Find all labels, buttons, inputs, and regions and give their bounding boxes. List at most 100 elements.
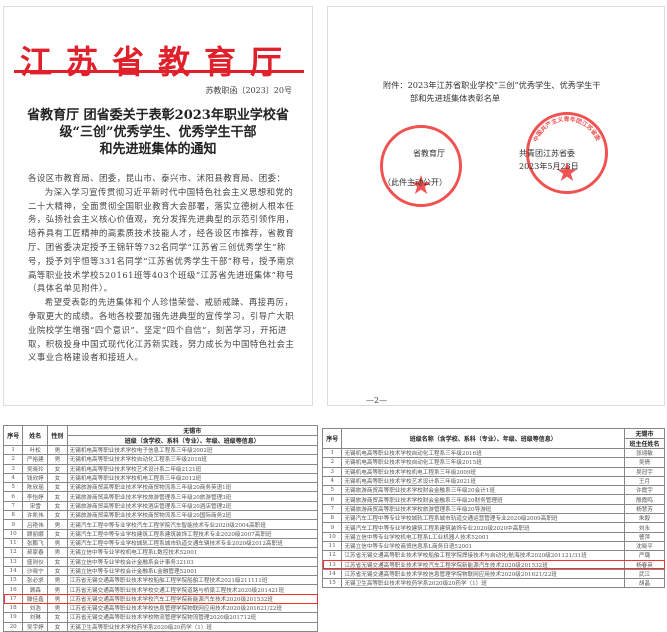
table-cell: 王月 [623,475,666,487]
seal-text: 中国共产主义青年团江苏省委员会 [523,106,602,143]
table-row: 15 无锡卫生高等职业技术学校药学系2020级20药学（1）班 胡晶 [321,578,666,589]
table-cell: 曹萍 [623,531,666,542]
table-cell: 女 [47,482,68,493]
table-cell: 男 [47,584,68,595]
table-cell: 10 [2,528,24,539]
table-row: 2 严裕建男无锡机电高等职业技术学校自动化工程系三年级2018班 [2,454,319,465]
student-table: 序号 姓名 性别 无锡市 班级（含学校、系科（专业）、年级、班级等信息） 1 叶松… [2,425,319,632]
table-cell: 女 [47,510,68,521]
seal2-text: 中国共产主义青年团江苏省委员会 [523,106,602,143]
paragraph: 为深入学习宣传贯彻习近平新时代中国特色社会主义思想和党的二十大精神，全面贯彻全国… [28,186,295,294]
table-cell: 3 [2,463,24,474]
table-cell: 无锡机电高等职业技术学校艺术设计系二年级2121班 [66,463,319,474]
table-cell: 男 [47,519,68,530]
table-cell: 男 [47,593,68,605]
table-row: 8 许凯伟女无锡旅游商贸高等职业技术学校商贸物流系三年级20国际商务2班 [2,510,319,521]
table-row: 12 郝家春男无锡立信中等专业学校机电工程系L数控技术52001 [2,547,319,558]
table-row: 7 无锡旅游商贸高等职业技术学校旅游管理系三年级20导游班 杨慧芳 [321,503,666,515]
table-cell: 无锡机电高等职业技术学校自动化工程系三年级2015班 [341,457,625,468]
table-cell: 顾森 [22,584,49,595]
table-cell: 8 [321,513,343,524]
title-line: 省教育厅 团省委关于表彰2023年职业学校省 [27,108,289,123]
table-cell: 无锡机电高等职业技术学校自动化工程系三年级2018班 [66,454,319,465]
table-cell: 沙晓宁 [22,565,49,577]
table-cell: 2 [321,457,343,468]
table-cell: 12 [321,550,343,561]
title-line: 级“三创”优秀学生、优秀学生干部 [59,125,257,140]
table-cell: 12 [2,547,24,558]
table-cell: 吴冠宇 [623,466,666,477]
table-row: 4 无锡机电高等职业技术学校艺术设计系三年级2021班 王月 [321,475,666,487]
table-cell: 无锡旅游商贸高等职业技术学校旅游管理系三年级20旅游管理3班 [66,491,319,502]
table-cell: 13 [2,556,24,567]
table-row: 10 无锡立信中等专业学校机电工程系L工业机器人技术52001 曹萍 [321,531,666,542]
column-header: 班级（含学校、系科（专业）、年级、班级等信息） [66,435,319,446]
class-table: 序号 班级名称（含学校、系科（专业）、年级、班级等信息） 无锡市 班主任姓名 1… [321,428,666,589]
table-cell: 7 [2,500,24,512]
table-cell: 5 [2,482,24,493]
table-cell: 男 [47,603,68,614]
table-cell: 杨慧芳 [623,503,666,515]
table-cell: 无锡旅游商贸高等职业技术学校旅游管理系三年级20导游班 [341,503,625,515]
attachment-title: 附件：2023年江苏省职业学校“三创”优秀学生、优秀学生干 部和先进班集体表彰名… [383,79,633,105]
table-cell: 男 [47,444,68,456]
paragraph: 希望受表彰的先进集体和个人珍惜荣誉、戒骄戒躁、再接再厉，争取更大的成绩。各地各校… [28,297,295,363]
disclosure-note: （此件主动公开） [383,178,447,187]
table-cell: 陈欣瑶 [22,482,49,493]
table-cell: 许凯伟 [22,510,49,521]
table-cell: 严璐 [623,550,666,561]
table-cell: 杨春英 [623,559,666,570]
table-row: 3 吴晓玲女无锡机电高等职业技术学校艺术设计系二年级2121班 [2,463,319,474]
table-cell: 4 [321,475,343,487]
table-cell: 女 [47,565,68,577]
table-row: 13 盛则仪女无锡立信中等专业学校会计金融系会计事务32103 [2,556,319,567]
table-row: 4 钱欣婷女无锡机电高等职业技术学校机电工程系三年级2012班 [2,472,319,484]
table-cell: 江苏省无锡交通高等职业技术学校信息管理学院物联网应用技术2020级201621/… [66,603,319,614]
table-cell: 14 [321,568,343,580]
table-cell: 11 [2,537,24,549]
issuer-header: 江苏省教育厅 [19,43,296,81]
table-cell: 无锡卫生高等职业技术学校药学系2020级20药学（1）班 [66,621,319,632]
table-cell: 无锡旅游商贸高等职业技术学校商贸物流系三年级20商务英语1班 [66,482,319,493]
region-header: 无锡市 [66,425,319,436]
table-row: 9 无锡汽车工程中等专业学校建筑工程系建筑装饰专业2020级2020中高职班 刘永 [321,522,666,533]
table-row: 5 陈欣瑶女无锡旅游商贸高等职业技术学校商贸物流系三年级20商务英语1班 [2,482,319,493]
table-row: 11 张鹏飞男无锡汽车工程中等专业学校城轨工程系城市轨道交通车辆技术专业2020级… [2,537,319,549]
table-cell: 9 [321,522,343,533]
table-cell: 无锡机电高等职业技术学校艺术设计系三年级2021班 [341,475,625,487]
table-cell: 3 [321,466,343,477]
table-cell: 张必求 [22,575,49,586]
table-row: 2 无锡机电高等职业技术学校自动化工程系三年级2015班 吴倩 [321,457,666,468]
signer-education-dept: 省教育厅 [413,149,445,158]
table-cell: 无锡立信中等专业学校会计金融系会计事务32103 [66,556,319,567]
notice-body: 各设区市教育局、团委，昆山市、泰兴市、沭阳县教育局、团委： 为深入学习宣传贯彻习… [28,172,300,365]
table-row: 6 无锡旅游商贸高等职业技术学校财会金融系三年级20财务管理班 殷霞鸣 [321,494,666,505]
table-cell: 江苏省无锡交通高等职业技术学校信息管理学院物联网应用技术2020级201621/… [341,568,625,580]
table-cell: 无锡立信中等专业学校机电工程系L工业机器人技术52001 [341,531,625,542]
table-cell: 无锡旅游商贸高等职业技术学校财会金融系三年级20会计1班 [341,485,625,496]
column-header: 班级名称（含学校、系科（专业）、年级、班级等信息） [341,428,625,449]
title-line: 和先进班集体的通知 [99,142,217,157]
table-row: 15 张必求男江苏省无锡交通高等职业技术学校船舶工程学院船舶工程技术2021级21… [2,575,319,586]
table-cell: 胡晶 [623,578,666,589]
table-cell: 无锡机电高等职业技术学校电子信息工程系三年级2002班 [66,444,319,456]
table-row: 11 无锡立信中等专业学校商贸信息系L商务日语52001 沈晓平 [321,540,666,552]
table-cell: 盛则仪 [22,556,49,567]
table-cell: 7 [321,503,343,515]
signer-youth-league: 共青团江苏省委 [519,149,575,158]
table-row: 18 刘浩男江苏省无锡交通高等职业技术学校信息管理学院物联网应用技术2020级20… [2,603,319,614]
column-header: 序号 [321,428,343,449]
page-number: —2— [366,396,388,405]
issue-date: 2023年5月23日 [519,162,579,171]
salutation: 各设区市教育局、团委，昆山市、泰兴市、沭阳县教育局、团委： [28,173,286,183]
table-cell: 刘琳 [22,612,49,623]
column-header: 姓名 [22,425,49,446]
table-cell: 江苏省无锡交通高等职业技术学校交通工程学院道路与桥梁工程技术2020级20142… [66,584,319,595]
table-cell: 女 [47,556,68,567]
table-row: 9 吕艳伟男无锡汽车工程中等专业学校汽车工程学院汽车智能技术专业2020级2004… [2,519,319,530]
table-cell: 吕艳伟 [22,519,49,530]
table-cell: 10 [321,531,343,542]
table-cell: 叶松 [22,444,49,456]
table-cell: 无锡旅游商贸高等职业技术学校财会金融系三年级20财务管理班 [341,494,625,505]
table-cell: 18 [2,603,24,614]
